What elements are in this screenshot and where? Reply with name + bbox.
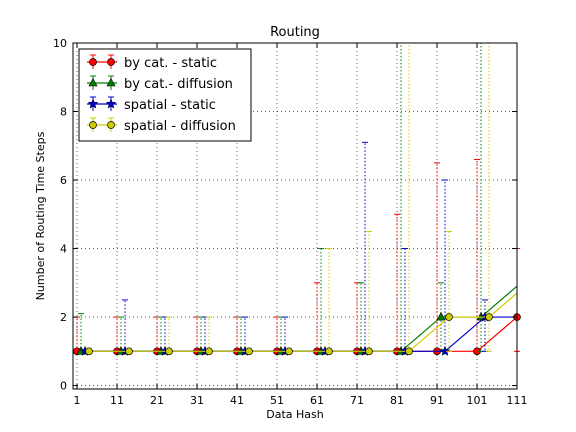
legend-item-3: spatial - static (87, 96, 216, 113)
data-point (85, 347, 93, 356)
data-point (245, 347, 253, 356)
y-tick-label: 2 (60, 311, 67, 324)
x-tick-label: 71 (350, 394, 364, 407)
x-tick-label: 101 (467, 394, 488, 407)
x-tick-label: 1 (74, 394, 81, 407)
x-tick-label: 91 (430, 394, 444, 407)
data-point (485, 313, 493, 321)
data-point (436, 311, 446, 321)
x-tick-label: 41 (230, 394, 244, 407)
legend-label: by cat.- diffusion (124, 77, 233, 92)
legend-marker (87, 98, 99, 109)
x-tick-label: 21 (150, 394, 164, 407)
legend-marker (107, 58, 115, 66)
data-point (125, 347, 133, 356)
y-tick-label: 0 (60, 380, 67, 393)
x-tick-label: 111 (507, 394, 528, 407)
legend-marker (106, 77, 116, 87)
legend-marker (88, 77, 98, 87)
series-1 (73, 158, 521, 356)
data-point (165, 347, 173, 356)
legend-marker (107, 121, 115, 129)
data-point (445, 313, 453, 321)
legend-label: by cat. - static (124, 56, 217, 71)
x-tick-label: 81 (390, 394, 404, 407)
y-axis-label: Number of Routing Time Steps (34, 131, 47, 300)
legend-item-1: by cat. - static (87, 54, 217, 71)
data-point (405, 347, 413, 356)
x-tick-label: 11 (110, 394, 124, 407)
plot-frame (72, 42, 518, 390)
x-tick-label: 31 (190, 394, 204, 407)
legend-marker (89, 121, 97, 129)
legend-label: spatial - static (124, 98, 216, 113)
x-axis-label: Data Hash (266, 408, 324, 421)
y-tick-label: 6 (60, 174, 67, 187)
legend-marker (89, 58, 97, 66)
y-tick-label: 8 (60, 106, 67, 119)
series-line (89, 292, 518, 352)
legend-item-2: by cat.- diffusion (87, 75, 233, 92)
legend-label: spatial - diffusion (124, 119, 236, 134)
series-line (85, 316, 517, 352)
series-3 (79, 141, 517, 356)
y-tick-label: 10 (53, 37, 67, 50)
x-tick-label: 51 (270, 394, 284, 407)
legend: by cat. - static by cat.- diffusion spatia… (78, 48, 252, 142)
data-point (285, 347, 293, 356)
legend-item-4: spatial - diffusion (87, 117, 236, 134)
x-tick-label: 61 (310, 394, 324, 407)
data-point (325, 347, 333, 356)
grid (73, 42, 518, 389)
data-point (365, 347, 373, 356)
legend-marker (105, 98, 117, 109)
data-point (205, 347, 213, 356)
chart-title: Routing (270, 25, 320, 40)
y-tick-label: 4 (60, 243, 67, 256)
